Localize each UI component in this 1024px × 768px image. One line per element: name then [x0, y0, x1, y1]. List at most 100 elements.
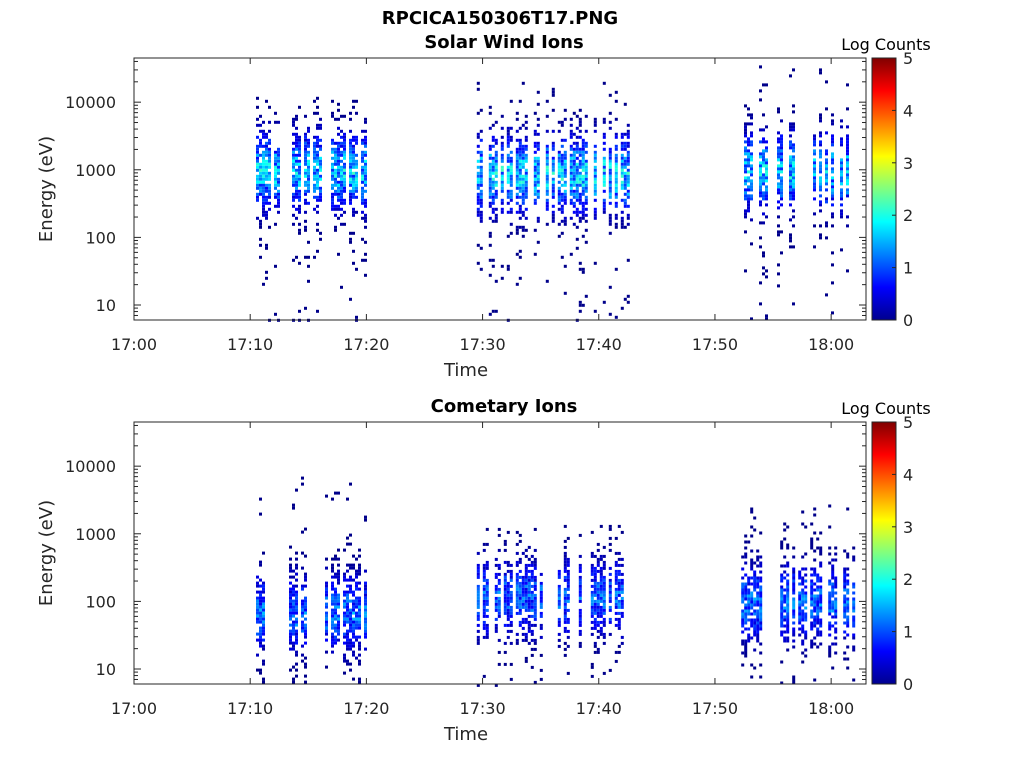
data-cell	[608, 201, 612, 205]
data-cell	[620, 581, 624, 585]
data-cell	[515, 183, 519, 187]
data-cell	[316, 96, 319, 100]
data-cell	[316, 186, 319, 190]
data-cell	[578, 569, 582, 573]
data-cell	[352, 189, 355, 193]
data-cell	[325, 626, 328, 630]
data-cell	[843, 609, 847, 613]
data-cell	[343, 605, 346, 609]
data-cell	[331, 198, 334, 202]
data-cell	[572, 159, 576, 163]
data-cell	[789, 218, 792, 222]
data-cell	[566, 581, 570, 585]
data-cell	[801, 639, 805, 643]
data-cell	[530, 614, 534, 618]
data-cell	[506, 560, 510, 564]
data-cell	[331, 183, 334, 187]
data-cell	[834, 582, 838, 586]
data-cell	[620, 183, 624, 187]
data-cell	[846, 507, 850, 511]
data-cell	[819, 597, 823, 601]
data-cell	[334, 159, 337, 163]
data-cell	[488, 195, 492, 199]
x-tick-label: 17:00	[111, 699, 157, 718]
data-cell	[765, 314, 768, 318]
data-cell	[744, 209, 747, 213]
data-cell	[304, 608, 307, 612]
data-cell	[599, 608, 603, 612]
data-cell	[614, 590, 618, 594]
data-cell	[608, 285, 612, 289]
data-cell	[476, 195, 480, 199]
data-cell	[563, 195, 567, 199]
data-cell	[340, 213, 343, 217]
data-cell	[614, 90, 618, 94]
data-cell	[593, 156, 597, 160]
data-cell	[358, 611, 361, 615]
data-cell	[846, 149, 849, 153]
data-cell	[259, 611, 262, 615]
data-cell	[563, 602, 567, 606]
data-cell	[488, 168, 492, 172]
data-cell	[566, 596, 570, 600]
data-cell	[295, 638, 298, 642]
data-cell	[584, 186, 588, 190]
data-cell	[313, 135, 316, 139]
data-cell	[750, 597, 754, 601]
data-cell	[614, 599, 618, 603]
data-cell	[277, 204, 280, 208]
data-cell	[813, 197, 816, 201]
data-cell	[608, 566, 612, 570]
data-cell	[304, 635, 307, 639]
data-cell	[593, 554, 597, 558]
data-cell	[578, 596, 582, 600]
data-cell	[295, 162, 298, 166]
data-cell	[593, 123, 597, 127]
data-cell	[491, 138, 495, 142]
data-cell	[750, 534, 754, 538]
data-cell	[515, 581, 519, 585]
data-cell	[524, 126, 528, 130]
data-cell	[292, 506, 295, 510]
data-cell	[759, 624, 763, 628]
data-cell	[804, 636, 808, 640]
data-cell	[780, 149, 783, 153]
data-cell	[352, 653, 355, 657]
data-cell	[518, 593, 522, 597]
data-cell	[533, 192, 537, 196]
data-cell	[759, 609, 763, 613]
data-cell	[539, 623, 543, 627]
data-cell	[349, 599, 352, 603]
data-cell	[575, 195, 579, 199]
data-cell	[482, 608, 486, 612]
data-cell	[602, 207, 606, 211]
data-cell	[581, 186, 585, 190]
data-cell	[759, 675, 763, 679]
data-cell	[515, 171, 519, 175]
data-cell	[563, 165, 567, 169]
data-cell	[355, 575, 358, 579]
data-cell	[590, 662, 594, 666]
data-cell	[289, 563, 292, 567]
data-cell	[352, 144, 355, 148]
data-cell	[476, 111, 480, 115]
data-cell	[551, 180, 555, 184]
data-cell	[256, 165, 259, 169]
data-cell	[349, 180, 352, 184]
data-cell	[262, 201, 265, 205]
data-cell	[530, 599, 534, 603]
data-cell	[819, 182, 822, 186]
data-cell	[352, 207, 355, 211]
data-cell	[566, 608, 570, 612]
data-cell	[840, 215, 843, 219]
data-cell	[256, 620, 259, 624]
data-cell	[313, 207, 316, 211]
data-cell	[340, 165, 343, 169]
data-cell	[608, 617, 612, 621]
data-cell	[533, 162, 537, 166]
data-cell	[337, 108, 340, 112]
data-cell	[334, 611, 337, 615]
data-cell	[765, 191, 768, 195]
data-cell	[756, 630, 760, 634]
data-cell	[340, 195, 343, 199]
